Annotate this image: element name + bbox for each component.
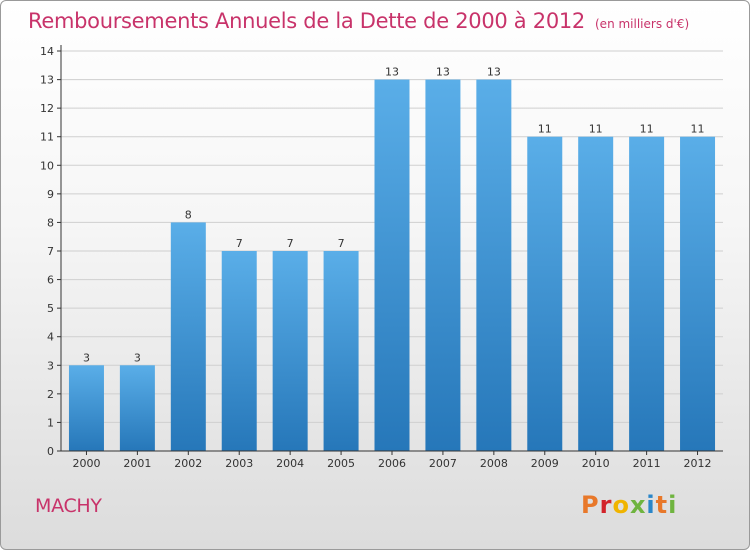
data-label: 8 bbox=[185, 208, 192, 221]
x-tick-label: 2002 bbox=[174, 457, 202, 470]
y-tick-label: 7 bbox=[47, 245, 54, 258]
data-label: 7 bbox=[338, 237, 345, 250]
x-tick-label: 2009 bbox=[531, 457, 559, 470]
y-tick-label: 9 bbox=[47, 188, 54, 201]
bar-2009 bbox=[527, 136, 563, 451]
bar-2005 bbox=[323, 251, 359, 451]
x-tick-label: 2008 bbox=[480, 457, 508, 470]
bar-2012 bbox=[680, 136, 716, 451]
y-tick-label: 8 bbox=[47, 216, 54, 229]
logo-letter: i bbox=[646, 491, 656, 519]
data-label: 7 bbox=[236, 237, 243, 250]
x-tick-label: 2007 bbox=[429, 457, 457, 470]
y-tick-label: 4 bbox=[47, 331, 54, 344]
logo-letter: i bbox=[668, 491, 678, 519]
data-label: 11 bbox=[640, 123, 654, 136]
bar-2011 bbox=[629, 136, 665, 451]
logo-letter: x bbox=[629, 491, 647, 519]
x-tick-label: 2004 bbox=[276, 457, 304, 470]
data-label: 11 bbox=[589, 123, 603, 136]
place-name: MACHY bbox=[35, 495, 102, 517]
x-tick-label: 2006 bbox=[378, 457, 406, 470]
y-tick-label: 14 bbox=[40, 45, 54, 58]
bar-2008 bbox=[476, 79, 512, 452]
bar-2006 bbox=[374, 79, 410, 452]
bar-2007 bbox=[425, 79, 461, 452]
logo-letter: o bbox=[612, 491, 630, 519]
bar-2002 bbox=[170, 222, 206, 451]
bar-2001 bbox=[119, 365, 155, 451]
data-label: 13 bbox=[385, 66, 399, 79]
data-label: 11 bbox=[538, 123, 552, 136]
axes bbox=[57, 45, 723, 455]
chart-title-text: Remboursements Annuels de la Dette de 20… bbox=[28, 9, 585, 33]
bar-2003 bbox=[221, 251, 257, 451]
x-tick-label: 2010 bbox=[582, 457, 610, 470]
y-tick-label: 13 bbox=[40, 74, 54, 87]
data-label: 13 bbox=[487, 66, 501, 79]
logo-letter: r bbox=[599, 491, 613, 519]
logo-letter: t bbox=[655, 491, 669, 519]
y-tick-label: 12 bbox=[40, 102, 54, 115]
data-label: 3 bbox=[134, 351, 141, 364]
bar-2000 bbox=[68, 365, 104, 451]
x-tick-label: 2000 bbox=[72, 457, 100, 470]
data-label: 3 bbox=[83, 351, 90, 364]
y-tick-label: 3 bbox=[47, 359, 54, 372]
data-label: 11 bbox=[691, 123, 705, 136]
data-label: 7 bbox=[287, 237, 294, 250]
proxiti-logo: Proxiti bbox=[581, 491, 677, 519]
x-tick-label: 2012 bbox=[684, 457, 712, 470]
bar-2010 bbox=[578, 136, 614, 451]
labels: 0123456789101112131432000320018200272003… bbox=[40, 45, 712, 470]
data-label: 13 bbox=[436, 66, 450, 79]
x-tick-label: 2011 bbox=[633, 457, 661, 470]
y-tick-label: 2 bbox=[47, 388, 54, 401]
bar-2004 bbox=[272, 251, 308, 451]
x-tick-label: 2003 bbox=[225, 457, 253, 470]
y-tick-label: 0 bbox=[47, 445, 54, 458]
y-tick-label: 5 bbox=[47, 302, 54, 315]
y-tick-label: 1 bbox=[47, 416, 54, 429]
y-tick-label: 11 bbox=[40, 131, 54, 144]
logo-letter: P bbox=[581, 491, 600, 519]
x-tick-label: 2001 bbox=[123, 457, 151, 470]
bars bbox=[68, 79, 716, 452]
x-tick-label: 2005 bbox=[327, 457, 355, 470]
chart-unit: (en milliers d'€) bbox=[595, 17, 690, 31]
y-tick-label: 6 bbox=[47, 274, 54, 287]
chart-title: Remboursements Annuels de la Dette de 20… bbox=[28, 9, 689, 33]
y-tick-label: 10 bbox=[40, 159, 54, 172]
